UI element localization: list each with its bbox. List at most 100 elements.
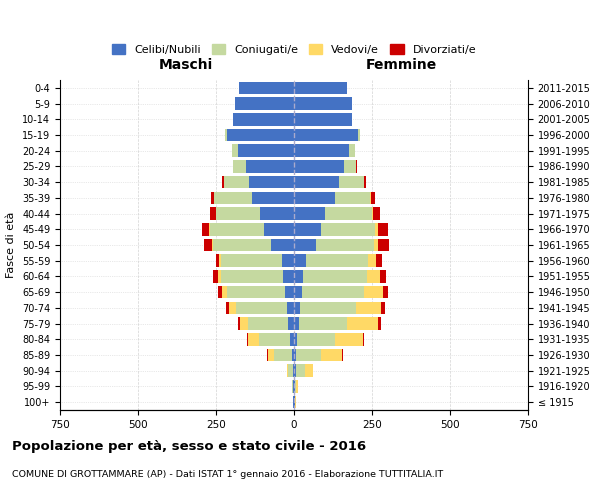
Bar <box>296 348 322 362</box>
Bar <box>370 192 371 204</box>
Bar <box>239 82 294 94</box>
Bar <box>378 238 389 252</box>
Bar <box>322 348 342 362</box>
Bar <box>212 238 213 252</box>
Bar <box>362 333 364 345</box>
Bar <box>293 396 294 408</box>
Bar <box>292 380 293 392</box>
Text: COMUNE DI GROTTAMMARE (AP) - Dati ISTAT 1° gennaio 2016 - Elaborazione TUTTITALI: COMUNE DI GROTTAMMARE (AP) - Dati ISTAT … <box>12 470 443 479</box>
Bar <box>294 238 316 252</box>
Bar <box>349 144 355 157</box>
Bar <box>216 254 219 267</box>
Bar <box>210 208 215 220</box>
Bar <box>294 380 295 392</box>
Text: Maschi: Maschi <box>159 58 214 71</box>
Bar <box>325 208 372 220</box>
Bar <box>265 223 294 235</box>
Bar <box>305 364 313 377</box>
Bar <box>294 98 352 110</box>
Bar <box>281 254 294 267</box>
Bar <box>288 364 293 377</box>
Bar <box>297 333 335 345</box>
Bar <box>274 348 292 362</box>
Bar <box>377 223 388 235</box>
Bar <box>247 333 248 345</box>
Bar <box>222 176 224 188</box>
Bar <box>294 364 296 377</box>
Bar <box>316 238 374 252</box>
Bar <box>245 160 294 172</box>
Bar <box>227 128 294 141</box>
Bar <box>358 128 359 141</box>
Bar <box>221 254 281 267</box>
Bar <box>302 286 364 298</box>
Bar <box>335 333 362 345</box>
Bar <box>294 333 297 345</box>
Bar <box>260 208 294 220</box>
Bar <box>293 380 294 392</box>
Bar <box>373 208 380 220</box>
Bar <box>356 302 382 314</box>
Text: Femmine: Femmine <box>366 58 437 71</box>
Bar <box>290 333 294 345</box>
Bar <box>347 318 378 330</box>
Bar <box>227 286 284 298</box>
Y-axis label: Fasce di età: Fasce di età <box>7 212 16 278</box>
Bar <box>213 238 271 252</box>
Bar <box>294 144 349 157</box>
Bar <box>294 254 306 267</box>
Bar <box>259 333 290 345</box>
Bar <box>287 364 288 377</box>
Bar <box>374 238 378 252</box>
Bar <box>295 380 296 392</box>
Bar <box>372 208 373 220</box>
Bar <box>268 348 274 362</box>
Bar <box>216 208 260 220</box>
Bar <box>294 113 352 126</box>
Bar <box>210 223 265 235</box>
Bar <box>238 144 294 157</box>
Bar <box>221 270 283 282</box>
Bar <box>283 270 294 282</box>
Bar <box>209 223 210 235</box>
Bar <box>226 302 229 314</box>
Bar <box>202 223 209 235</box>
Bar <box>238 318 240 330</box>
Bar <box>218 270 221 282</box>
Bar <box>235 98 294 110</box>
Bar <box>233 113 294 126</box>
Bar <box>249 176 294 188</box>
Bar <box>296 364 305 377</box>
Bar <box>294 176 339 188</box>
Bar <box>294 223 320 235</box>
Bar <box>367 270 380 282</box>
Bar <box>204 238 212 252</box>
Bar <box>294 270 304 282</box>
Text: Popolazione per età, sesso e stato civile - 2016: Popolazione per età, sesso e stato civil… <box>12 440 366 453</box>
Bar <box>294 348 296 362</box>
Bar <box>240 318 248 330</box>
Bar <box>222 286 227 298</box>
Bar <box>335 192 370 204</box>
Bar <box>233 160 245 172</box>
Bar <box>296 380 298 392</box>
Bar <box>248 318 289 330</box>
Bar <box>248 333 259 345</box>
Bar <box>229 302 236 314</box>
Bar <box>218 286 222 298</box>
Bar <box>320 223 375 235</box>
Bar <box>294 160 344 172</box>
Bar <box>339 176 364 188</box>
Bar <box>294 396 295 408</box>
Bar <box>378 318 382 330</box>
Bar <box>371 192 375 204</box>
Bar <box>287 302 294 314</box>
Bar <box>294 192 335 204</box>
Bar <box>356 160 357 172</box>
Bar <box>211 192 214 204</box>
Legend: Celibi/Nubili, Coniugati/e, Vedovi/e, Divorziati/e: Celibi/Nubili, Coniugati/e, Vedovi/e, Di… <box>107 40 481 59</box>
Bar <box>364 286 383 298</box>
Bar <box>299 318 347 330</box>
Bar <box>368 254 376 267</box>
Bar <box>304 270 367 282</box>
